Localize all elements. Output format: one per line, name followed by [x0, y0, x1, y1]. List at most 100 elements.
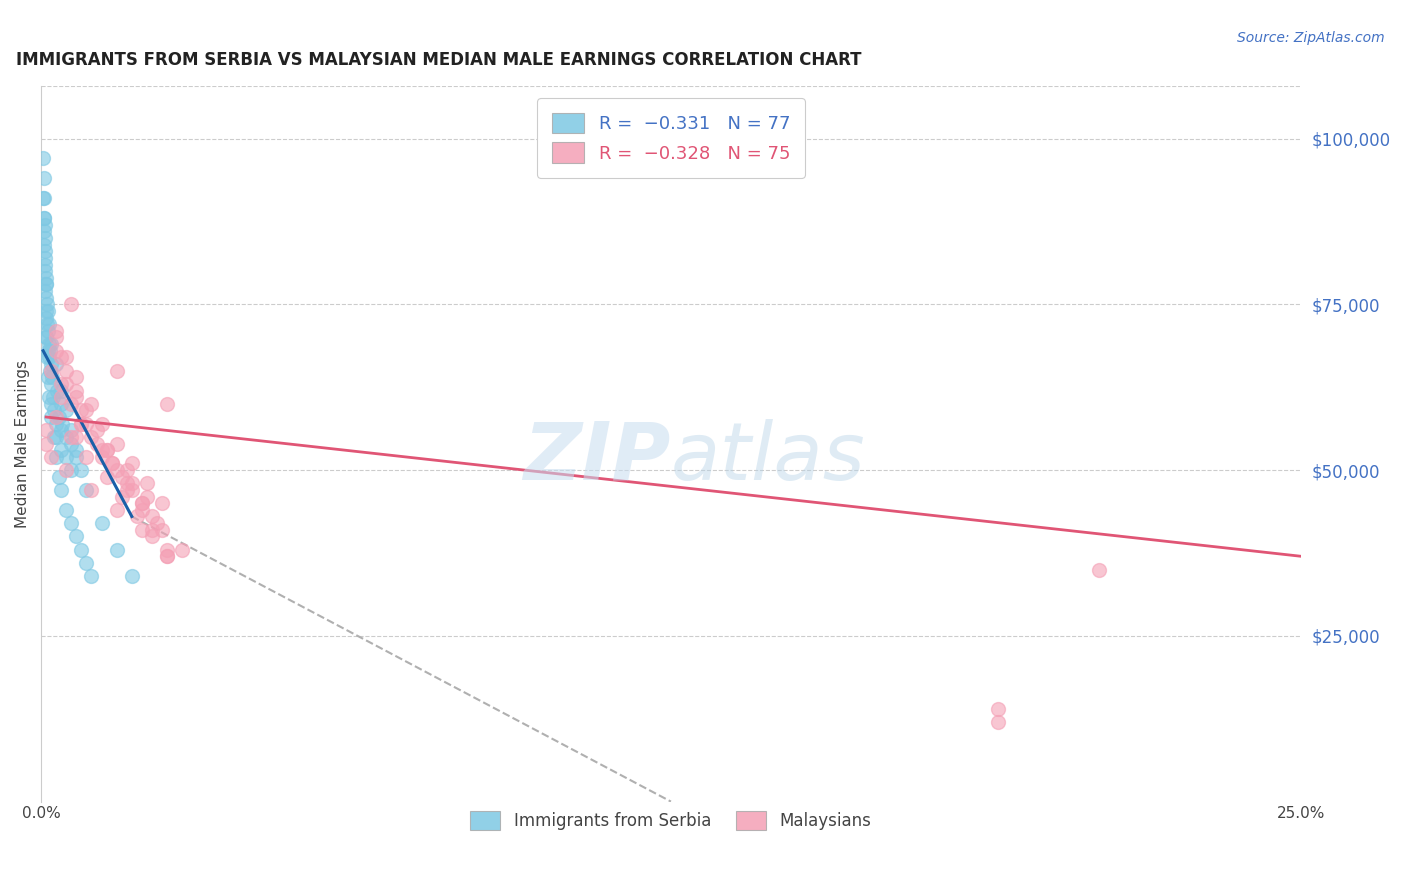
Point: [55, 503, 77, 517]
Point: [34, 244, 56, 259]
Point: [51, 443, 73, 458]
Point: [38, 351, 60, 365]
Point: [38, 317, 60, 331]
Point: [70, 417, 93, 431]
Point: [135, 476, 157, 491]
Point: [150, 496, 173, 510]
Point: [156, 549, 179, 564]
Point: [65, 430, 87, 444]
Point: [60, 463, 83, 477]
Point: [55, 351, 77, 365]
Point: [34, 264, 56, 278]
Point: [70, 417, 93, 431]
Point: [32, 191, 55, 205]
Point: [55, 403, 77, 417]
Point: [75, 483, 97, 497]
Point: [55, 463, 77, 477]
Point: [37, 351, 59, 365]
Point: [34, 270, 56, 285]
Point: [51, 483, 73, 497]
Point: [70, 542, 93, 557]
Text: IMMIGRANTS FROM SERBIA VS MALAYSIAN MEDIAN MALE EARNINGS CORRELATION CHART: IMMIGRANTS FROM SERBIA VS MALAYSIAN MEDI…: [15, 51, 862, 69]
Point: [65, 529, 87, 543]
Point: [32, 152, 55, 166]
Point: [39, 450, 62, 464]
Y-axis label: Median Male Earnings: Median Male Earnings: [15, 359, 30, 527]
Point: [45, 450, 67, 464]
Point: [35, 277, 58, 292]
Point: [96, 469, 118, 483]
Point: [42, 430, 65, 444]
Point: [35, 291, 58, 305]
Point: [105, 436, 128, 450]
Point: [80, 569, 103, 583]
Point: [51, 390, 73, 404]
Point: [51, 397, 73, 411]
Point: [121, 569, 143, 583]
Point: [55, 376, 77, 391]
Point: [96, 443, 118, 458]
Point: [55, 430, 77, 444]
Point: [39, 376, 62, 391]
Point: [60, 430, 83, 444]
Point: [60, 297, 83, 311]
Text: Source: ZipAtlas.com: Source: ZipAtlas.com: [1237, 31, 1385, 45]
Point: [75, 556, 97, 570]
Text: ZIP: ZIP: [523, 419, 671, 497]
Point: [45, 357, 67, 371]
Point: [34, 258, 56, 272]
Point: [96, 443, 118, 458]
Point: [51, 351, 73, 365]
Point: [37, 317, 59, 331]
Point: [75, 403, 97, 417]
Point: [41, 370, 63, 384]
Point: [125, 509, 148, 524]
Point: [156, 549, 179, 564]
Point: [39, 337, 62, 351]
Point: [32, 211, 55, 226]
Point: [39, 410, 62, 425]
Point: [35, 310, 58, 325]
Point: [141, 529, 163, 543]
Point: [37, 343, 59, 358]
Point: [51, 417, 73, 431]
Point: [86, 436, 108, 450]
Point: [121, 483, 143, 497]
Point: [38, 337, 60, 351]
Point: [45, 410, 67, 425]
Point: [65, 443, 87, 458]
Point: [156, 397, 179, 411]
Point: [34, 284, 56, 298]
Point: [70, 463, 93, 477]
Point: [39, 363, 62, 377]
Point: [45, 324, 67, 338]
Point: [141, 523, 163, 537]
Point: [80, 430, 103, 444]
Point: [135, 490, 157, 504]
Point: [51, 423, 73, 437]
Point: [90, 450, 112, 464]
Point: [131, 503, 153, 517]
Point: [34, 304, 56, 318]
Point: [80, 483, 103, 497]
Point: [111, 490, 134, 504]
Point: [37, 297, 59, 311]
Point: [48, 410, 70, 425]
Point: [156, 542, 179, 557]
Point: [111, 469, 134, 483]
Point: [131, 523, 153, 537]
Point: [35, 277, 58, 292]
Point: [131, 496, 153, 510]
Point: [51, 384, 73, 398]
Point: [39, 357, 62, 371]
Point: [38, 390, 60, 404]
Point: [42, 403, 65, 417]
Point: [86, 423, 108, 437]
Point: [37, 304, 59, 318]
Point: [45, 343, 67, 358]
Point: [39, 397, 62, 411]
Point: [75, 450, 97, 464]
Point: [90, 516, 112, 530]
Point: [41, 390, 63, 404]
Point: [105, 542, 128, 557]
